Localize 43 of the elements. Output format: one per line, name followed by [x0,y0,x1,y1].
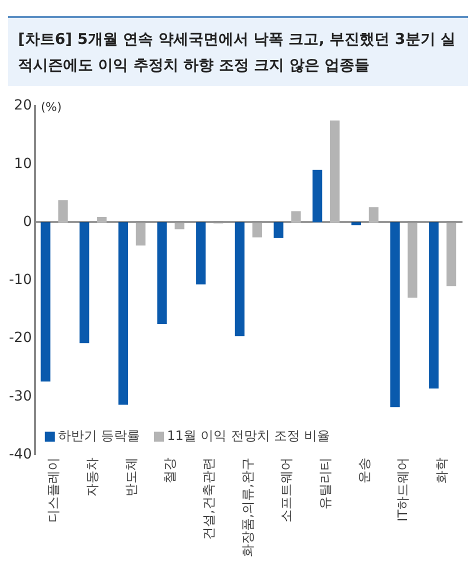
x-tick-label: 철강 [163,458,178,484]
bar [97,217,107,222]
y-tick-label: 10 [14,156,32,172]
x-tick-label: 유틸리티 [318,458,334,510]
x-tick-label: 자동차 [85,458,100,497]
y-tick-label: -30 [8,388,32,404]
bar [368,207,378,222]
bar [80,222,90,344]
x-tick-label: 운송 [357,458,372,484]
chart-title: [차트6] 5개월 연속 약세국면에서 낙폭 크고, 부진했던 3분기 실적시즌에도 이익 추정치 하향 조정 크지 않은 업종들 [8,16,468,86]
legend-label: 하반기 등락률 [58,429,140,444]
y-tick-label: 20 [14,98,32,114]
bar [429,222,439,388]
y-tick-label: -20 [8,330,32,346]
x-tick-label: 화장품,의류,완구 [240,458,256,557]
bar [118,222,128,405]
bar [312,170,322,222]
bar [351,222,361,226]
x-tick-label: 디스플레이 [46,458,62,523]
x-tick-label: 화학 [434,458,450,484]
legend-label: 11월 이익 전망치 조정 비율 [167,429,330,444]
bar [252,222,262,238]
x-tick-label: 소프트웨어 [280,458,295,523]
bar [446,222,456,286]
bar [157,222,167,324]
x-tick-label: 건설,건축관련 [202,458,217,540]
bar [330,120,340,222]
bar [40,222,50,382]
bar [291,211,301,222]
y-tick-label: -10 [8,272,32,288]
y-tick-label: 0 [22,214,32,230]
bar [196,222,206,284]
bar [58,200,68,222]
y-axis-title: (%) [40,100,62,114]
bar [274,222,284,238]
bar [136,222,146,246]
bar [174,222,184,230]
bar [390,222,400,408]
bar [234,222,244,336]
x-tick-label: IT하드웨어 [396,458,412,522]
x-tick-label: 반도체 [124,458,140,497]
y-tick-label: -40 [8,446,32,462]
bar [408,222,418,298]
